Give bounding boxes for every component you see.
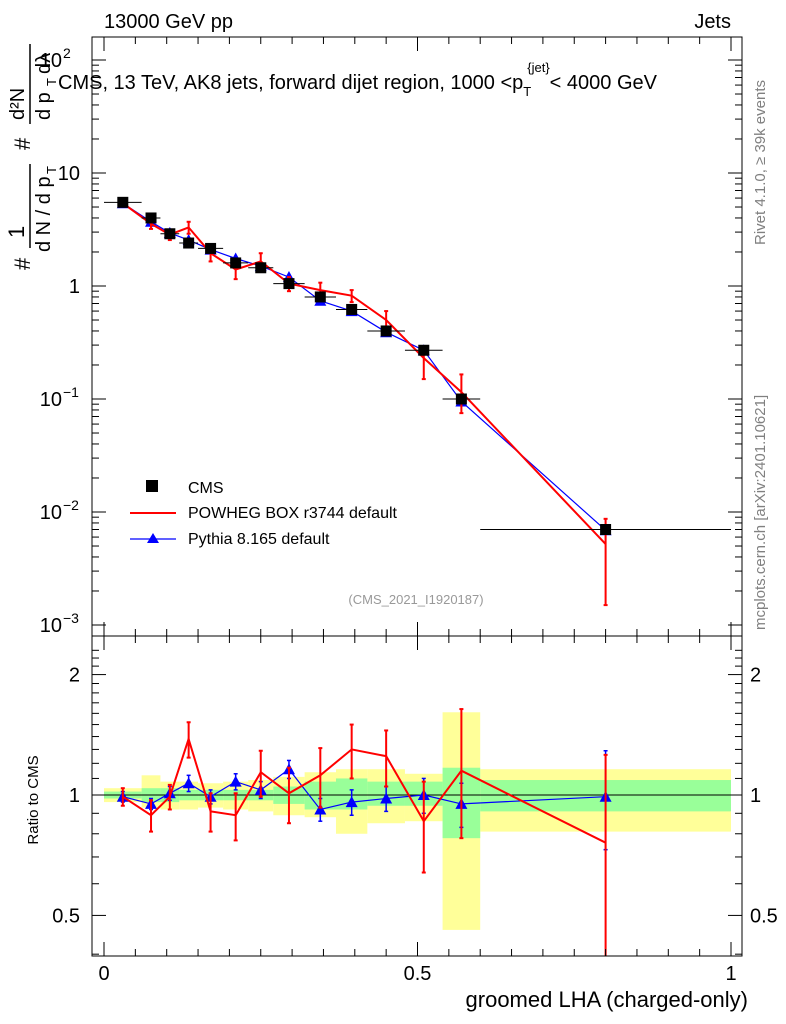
ylabel-sub-t-2: T <box>44 78 59 86</box>
ylabel-one: 1 <box>4 226 29 238</box>
cms-point <box>183 237 195 249</box>
header-left: 13000 GeV pp <box>104 11 233 33</box>
ylabel-hash-1: # <box>10 257 35 270</box>
header-right: Jets <box>694 11 731 33</box>
ratio-pythia-point <box>182 777 195 789</box>
ylabel-dlambda: dλ <box>33 53 55 74</box>
ylabel-hash-2: # <box>10 137 35 150</box>
cms-point <box>230 257 242 269</box>
cms-point <box>283 278 295 290</box>
source-label: mcplots.cern.ch [arXiv:2401.10621] <box>752 395 769 630</box>
main-y-tick-exponent: 2 <box>63 45 71 61</box>
ratio-frame <box>91 635 743 957</box>
main-y-tick-label: 1 <box>69 276 80 298</box>
cms-point <box>314 291 326 303</box>
plot-title: CMS, 13 TeV, AK8 jets, forward dijet reg… <box>58 60 658 99</box>
x-tick-label: 0 <box>98 963 109 985</box>
x-axis-label: groomed LHA (charged-only) <box>466 987 748 1012</box>
analysis-watermark: (CMS_2021_I1920187) <box>348 592 483 607</box>
x-tick-label: 1 <box>725 963 736 985</box>
main-y-axis-label: # 1 d N / d p T # d²N d p T dλ <box>4 44 59 270</box>
cms-point <box>205 242 217 254</box>
ratio-pythia-line <box>122 768 606 811</box>
ratio-y-tick-label: 0.5 <box>52 905 80 927</box>
ratio-y-tick-label-right: 2 <box>750 665 761 687</box>
cms-point <box>255 262 267 274</box>
ratio-y-tick-label: 2 <box>69 665 80 687</box>
ratio-y-tick-label-right: 1 <box>750 785 761 807</box>
main-y-tick-exponent: −1 <box>63 384 79 400</box>
main-y-tick-label: 10 <box>58 163 80 185</box>
main-y-tick-exponent: −2 <box>63 497 79 513</box>
cms-point <box>380 325 392 337</box>
cms-point <box>145 212 157 224</box>
ratio-pythia-point <box>314 803 327 815</box>
watermark-group: (CMS_2021_I1920187) <box>348 592 483 607</box>
main-y-tick-label: 10 <box>40 502 62 524</box>
ratio-axis-ticks: 0.5 0.5 1 1 2 2 0 0.5 1 <box>52 636 778 985</box>
ratio-series <box>116 708 612 956</box>
ylabel-denominator-2: d p <box>33 92 55 120</box>
ratio-pythia-point <box>380 792 393 804</box>
ylabel-numerator-2: d²N <box>7 88 29 120</box>
ratio-y-tick-label-right: 0.5 <box>750 905 778 927</box>
legend-pythia-marker <box>147 533 159 543</box>
legend-cms-marker <box>146 480 158 492</box>
legend-cms-label: CMS <box>188 480 224 497</box>
ratio-panel: 0.5 0.5 1 1 2 2 0 0.5 1 <box>52 635 778 985</box>
cms-point <box>455 393 467 405</box>
main-y-tick-label: 10 <box>40 50 62 72</box>
cms-point <box>418 344 430 356</box>
main-y-tick-label: 10 <box>40 615 62 637</box>
legend-pythia-label: Pythia 8.165 default <box>188 531 330 548</box>
cms-point <box>164 228 176 240</box>
rivet-version-label: Rivet 4.1.0, ≥ 39k events <box>752 80 769 245</box>
cms-point <box>117 196 129 208</box>
ratio-powheg-line <box>122 735 607 844</box>
main-y-tick-exponent: −3 <box>63 610 79 626</box>
legend: CMS POWHEG BOX r3744 default Pythia 8.16… <box>130 480 398 548</box>
ratio-pythia-point <box>345 796 358 808</box>
ratio-y-axis-label: Ratio to CMS <box>25 755 42 844</box>
cms-point <box>600 524 612 536</box>
ylabel-denominator-1: d N / d p <box>33 176 55 252</box>
x-tick-label: 0.5 <box>404 963 432 985</box>
cms-point <box>346 303 358 315</box>
ylabel-sub-t-1: T <box>44 166 59 174</box>
main-series <box>104 196 731 607</box>
main-y-tick-label: 10 <box>40 389 62 411</box>
legend-powheg-label: POWHEG BOX r3744 default <box>188 505 398 522</box>
main-plot-area <box>92 37 742 636</box>
ratio-pythia-point <box>229 775 242 787</box>
ratio-y-tick-label: 1 <box>69 785 80 807</box>
